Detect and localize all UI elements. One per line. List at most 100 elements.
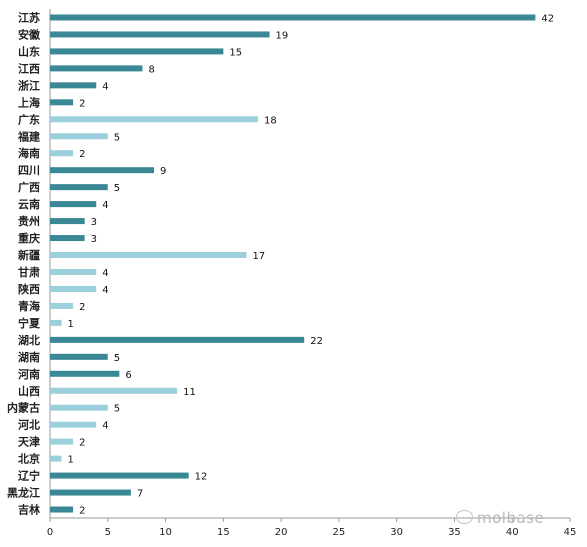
x-tick-label: 20 [275, 527, 288, 538]
value-label: 5 [114, 183, 120, 194]
bar [50, 31, 270, 38]
x-tick-label: 35 [448, 527, 461, 538]
category-label: 黑龙江 [7, 486, 40, 500]
bar [50, 235, 85, 242]
category-label: 福建 [17, 129, 41, 143]
value-label: 2 [79, 302, 85, 313]
bar [50, 218, 85, 225]
category-label: 广东 [18, 112, 40, 126]
category-label: 青海 [18, 299, 40, 313]
category-label: 辽宁 [18, 469, 40, 483]
category-label: 山西 [18, 384, 40, 398]
value-label: 7 [137, 489, 143, 500]
x-tick-label: 10 [159, 527, 172, 538]
bar [50, 336, 305, 343]
bar [50, 82, 97, 89]
value-label: 3 [91, 217, 97, 228]
value-label: 2 [79, 438, 85, 449]
value-label: 5 [114, 353, 120, 364]
category-label: 内蒙古 [7, 401, 40, 415]
x-tick-label: 5 [105, 527, 111, 538]
bar [50, 285, 97, 292]
bar [50, 116, 258, 123]
bar [50, 319, 62, 326]
watermark: molbase [456, 509, 544, 527]
category-label: 上海 [18, 95, 40, 109]
bar [50, 99, 74, 106]
category-label: 甘肃 [18, 265, 40, 279]
category-label: 河北 [18, 418, 40, 432]
bar [50, 48, 224, 55]
x-tick-label: 30 [390, 527, 403, 538]
value-label: 11 [183, 387, 196, 398]
value-label: 5 [114, 132, 120, 143]
value-label: 2 [79, 506, 85, 517]
bar [50, 455, 62, 462]
value-label: 9 [160, 166, 166, 177]
bar [50, 65, 143, 72]
value-label: 2 [79, 149, 85, 160]
watermark-text: molbase [477, 509, 545, 527]
category-label: 重庆 [18, 231, 40, 245]
category-label: 云南 [18, 197, 40, 211]
category-label: 新疆 [18, 248, 40, 262]
bar [50, 133, 108, 140]
bar [50, 506, 74, 513]
bar [50, 370, 120, 377]
category-label: 宁夏 [18, 316, 41, 330]
category-label: 江苏 [18, 10, 40, 24]
value-label: 4 [102, 81, 108, 92]
category-label: 四川 [18, 164, 40, 177]
value-label: 4 [102, 200, 108, 211]
category-label: 湖南 [18, 350, 40, 364]
value-label: 42 [541, 13, 554, 24]
bar [50, 14, 536, 21]
category-label: 吉林 [18, 503, 40, 517]
value-label: 4 [102, 285, 108, 296]
value-label: 1 [68, 319, 74, 330]
bar [50, 184, 108, 191]
value-label: 19 [276, 30, 289, 41]
value-label: 8 [148, 64, 154, 75]
x-tick-label: 40 [506, 527, 519, 538]
category-label: 江西 [18, 61, 40, 75]
wechat-icon [456, 510, 473, 524]
value-label: 17 [252, 251, 265, 262]
value-label: 18 [264, 115, 277, 126]
value-label: 5 [114, 404, 120, 415]
category-label: 天津 [18, 435, 40, 449]
category-label: 海南 [18, 146, 40, 160]
value-label: 3 [91, 234, 97, 245]
category-label: 安徽 [18, 27, 41, 41]
bar [50, 167, 154, 174]
category-label: 北京 [18, 452, 40, 466]
value-label: 22 [310, 336, 323, 347]
bar [50, 387, 178, 394]
value-label: 2 [79, 98, 85, 109]
bar [50, 472, 189, 479]
category-label: 浙江 [18, 78, 40, 92]
value-label: 4 [102, 268, 108, 279]
x-tick-label: 45 [564, 527, 577, 538]
value-label: 15 [229, 47, 242, 58]
value-label: 12 [195, 472, 208, 483]
bar [50, 252, 247, 259]
x-tick-label: 0 [47, 527, 53, 538]
category-label: 山东 [18, 44, 40, 58]
bar [50, 150, 74, 157]
value-label: 6 [125, 370, 131, 381]
category-label: 湖北 [18, 333, 40, 347]
bar [50, 302, 74, 309]
value-label: 1 [68, 455, 74, 466]
bar [50, 201, 97, 208]
bar [50, 404, 108, 411]
bar [50, 421, 97, 428]
value-label: 4 [102, 421, 108, 432]
category-label: 贵州 [18, 214, 40, 228]
bar [50, 489, 131, 496]
category-label: 河南 [18, 367, 40, 381]
category-label: 陕西 [18, 282, 40, 296]
bar [50, 438, 74, 445]
